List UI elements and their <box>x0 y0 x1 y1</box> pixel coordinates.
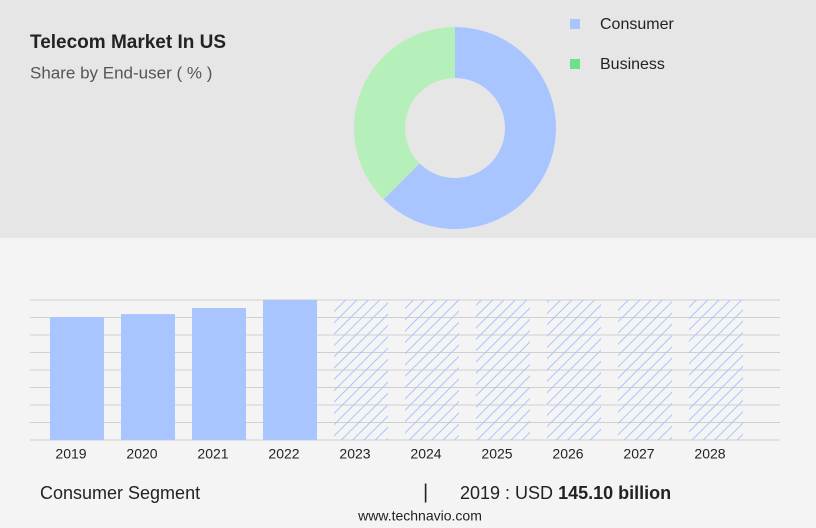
source: www.technavio.com <box>357 508 482 524</box>
forecast-placeholder <box>618 300 672 440</box>
x-tick-label: 2020 <box>126 446 157 462</box>
separator: | <box>423 481 428 503</box>
forecast-placeholder <box>547 300 601 440</box>
x-tick-label: 2021 <box>197 446 228 462</box>
legend-swatch <box>570 19 580 29</box>
x-tick-label: 2026 <box>552 446 583 462</box>
x-tick-label: 2025 <box>481 446 512 462</box>
forecast-placeholder <box>476 300 530 440</box>
year-label: 2019 : USD <box>460 483 553 503</box>
bar <box>192 308 246 440</box>
forecast-placeholder <box>334 300 388 440</box>
legend-label: Business <box>600 56 665 73</box>
legend-swatch <box>570 59 580 69</box>
x-tick-label: 2019 <box>55 446 86 462</box>
pie-slice <box>353 27 455 200</box>
title: Telecom Market In US <box>30 32 226 53</box>
segment-label: Consumer Segment <box>40 483 200 503</box>
bar <box>121 314 175 440</box>
x-tick-label: 2028 <box>694 446 725 462</box>
bar <box>263 300 317 440</box>
footer-value: 2019 : USD 145.10 billion <box>460 483 671 503</box>
subtitle: Share by End-user ( % ) <box>30 63 212 82</box>
value-label: 145.10 billion <box>558 483 671 503</box>
forecast-placeholder <box>405 300 459 440</box>
bar <box>50 317 104 440</box>
pie-slice <box>383 27 556 229</box>
x-tick-label: 2023 <box>339 446 370 462</box>
forecast-placeholder <box>689 300 743 440</box>
x-tick-label: 2024 <box>410 446 441 462</box>
legend-label: Consumer <box>600 16 674 33</box>
x-tick-label: 2027 <box>623 446 654 462</box>
x-tick-label: 2022 <box>268 446 299 462</box>
